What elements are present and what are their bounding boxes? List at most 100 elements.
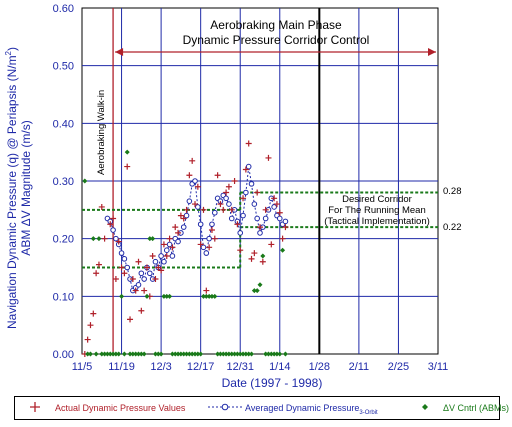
actual-pressure-point — [160, 241, 167, 248]
averaged-pressure-point — [152, 258, 159, 265]
corridor-label-line2: For The Running Mean — [328, 205, 426, 216]
dv-cntrl-point — [209, 293, 215, 299]
dv-cntrl-point — [161, 293, 167, 299]
dv-cntrl-point — [136, 351, 142, 357]
dv-cntrl-point — [200, 293, 206, 299]
legend-diamond-icon — [422, 404, 428, 410]
arrow-head-right — [428, 48, 436, 56]
averaged-pressure-point — [169, 253, 176, 259]
actual-pressure-point — [87, 322, 94, 329]
x-tick-label: 1/14 — [269, 361, 290, 373]
y-tick-label: 0.10 — [53, 291, 74, 303]
dv-cntrl-point — [138, 351, 144, 357]
actual-pressure-point — [220, 206, 227, 213]
actual-pressure-point — [208, 227, 215, 234]
dv-cntrl-point — [234, 351, 240, 357]
legend-circle-icon — [208, 403, 242, 411]
dv-cntrl-point — [257, 282, 263, 288]
dv-cntrl-point — [268, 351, 274, 357]
actual-pressure-point — [211, 235, 218, 242]
actual-pressure-point — [107, 221, 114, 228]
actual-pressure-point — [129, 276, 136, 283]
dv-cntrl-point — [260, 253, 266, 259]
actual-pressure-point — [90, 310, 97, 317]
dv-cntrl-point — [223, 351, 229, 357]
dv-cntrl-point — [124, 149, 130, 155]
legend-actual: Actual Dynamic Pressure Values — [55, 403, 186, 413]
dv-cntrl-point — [212, 293, 218, 299]
corridor-lines — [82, 8, 438, 354]
dv-cntrl-point — [243, 351, 249, 357]
dv-cntrl-point — [192, 351, 198, 357]
averaged-pressure-point — [209, 221, 215, 228]
dv-cntrl-point — [152, 351, 158, 357]
actual-pressure-point — [271, 195, 278, 202]
actual-pressure-point — [169, 244, 176, 251]
dv-cntrl-point — [164, 293, 170, 299]
dv-cntrl-point — [158, 351, 164, 357]
actual-pressure-point — [93, 270, 100, 277]
actual-pressure-point — [110, 215, 117, 222]
dv-cntrl-point — [189, 351, 195, 357]
legend-dv: ΔV Cntrl (ABMs) — [443, 403, 510, 413]
x-tick-label: 12/17 — [187, 361, 215, 373]
dv-cntrl-point — [246, 351, 252, 357]
y-tick-label: 0.00 — [53, 349, 74, 361]
x-tick-label: 1/28 — [309, 361, 330, 373]
averaged-pressure-line — [107, 166, 286, 292]
legend-plus-icon — [30, 402, 40, 412]
averaged-pressure-point — [262, 215, 269, 222]
actual-pressure-point — [242, 166, 249, 173]
dv-cntrl-point — [229, 351, 235, 357]
dv-cntrl-point — [282, 351, 288, 357]
legend-averaged: Averaged Dynamic Pressure3-Orbit — [245, 403, 378, 416]
averaged-pressure-point — [158, 253, 164, 259]
averaged-pressure-point — [124, 264, 131, 271]
dv-cntrl-point — [220, 351, 226, 357]
dv-cntrl-point — [87, 351, 93, 357]
actual-pressure-point — [163, 252, 170, 259]
averaged-pressure-point — [200, 244, 207, 251]
averaged-pressure-point — [175, 238, 181, 245]
actual-pressure-point — [149, 252, 156, 259]
actual-pressure-point — [124, 163, 131, 170]
actual-pressure-point — [225, 183, 232, 190]
averaged-pressure-point — [118, 250, 125, 256]
y-tick-label: 0.50 — [53, 61, 74, 73]
actual-pressure-point — [262, 206, 269, 213]
actual-pressure-point — [248, 255, 255, 262]
averaged-pressure-point — [257, 230, 263, 236]
actual-pressure-point — [118, 264, 125, 271]
dv-cntrl-point — [93, 351, 99, 357]
actual-pressure-point — [135, 258, 142, 265]
dv-cntrl-point — [155, 351, 161, 357]
actual-pressure-point — [206, 244, 213, 251]
averaged-pressure-point — [245, 163, 252, 170]
actual-pressure-point — [95, 261, 102, 268]
dv-cntrl-point — [85, 351, 91, 357]
averaged-pressure-point — [161, 258, 167, 265]
dv-cntrl-point — [186, 351, 192, 357]
tick-labels: 0.00 0.10 0.20 0.30 0.40 0.50 0.60 11/5 11/19 12/… — [53, 3, 449, 373]
actual-pressure-point — [175, 229, 182, 236]
actual-pressure-point — [214, 172, 221, 179]
averaged-pressure-point — [223, 195, 229, 202]
walk-in-label: Aerobraking Walk-in — [96, 90, 107, 175]
dv-cntrl-point — [277, 351, 283, 357]
averaged-pressure-point — [121, 256, 128, 262]
actual-pressure-point — [127, 316, 134, 323]
x-tick-label: 2/11 — [349, 361, 370, 373]
actual-pressure-point — [228, 206, 235, 213]
corridor-label-line1: Desired Corridor — [342, 194, 412, 205]
dv-cntrl-point — [178, 351, 184, 357]
actual-pressure-point — [192, 201, 199, 208]
dv-cntrl-point — [147, 236, 153, 242]
actual-pressure-point — [203, 287, 210, 294]
dv-cntrl-point — [102, 351, 108, 357]
dv-cntrl-point — [195, 351, 201, 357]
chart-subtitle: Dynamic Pressure Corridor Control — [183, 33, 370, 47]
dv-cntrl-point — [82, 178, 88, 184]
averaged-pressure-point — [163, 247, 170, 253]
actual-pressure-point — [282, 224, 289, 231]
